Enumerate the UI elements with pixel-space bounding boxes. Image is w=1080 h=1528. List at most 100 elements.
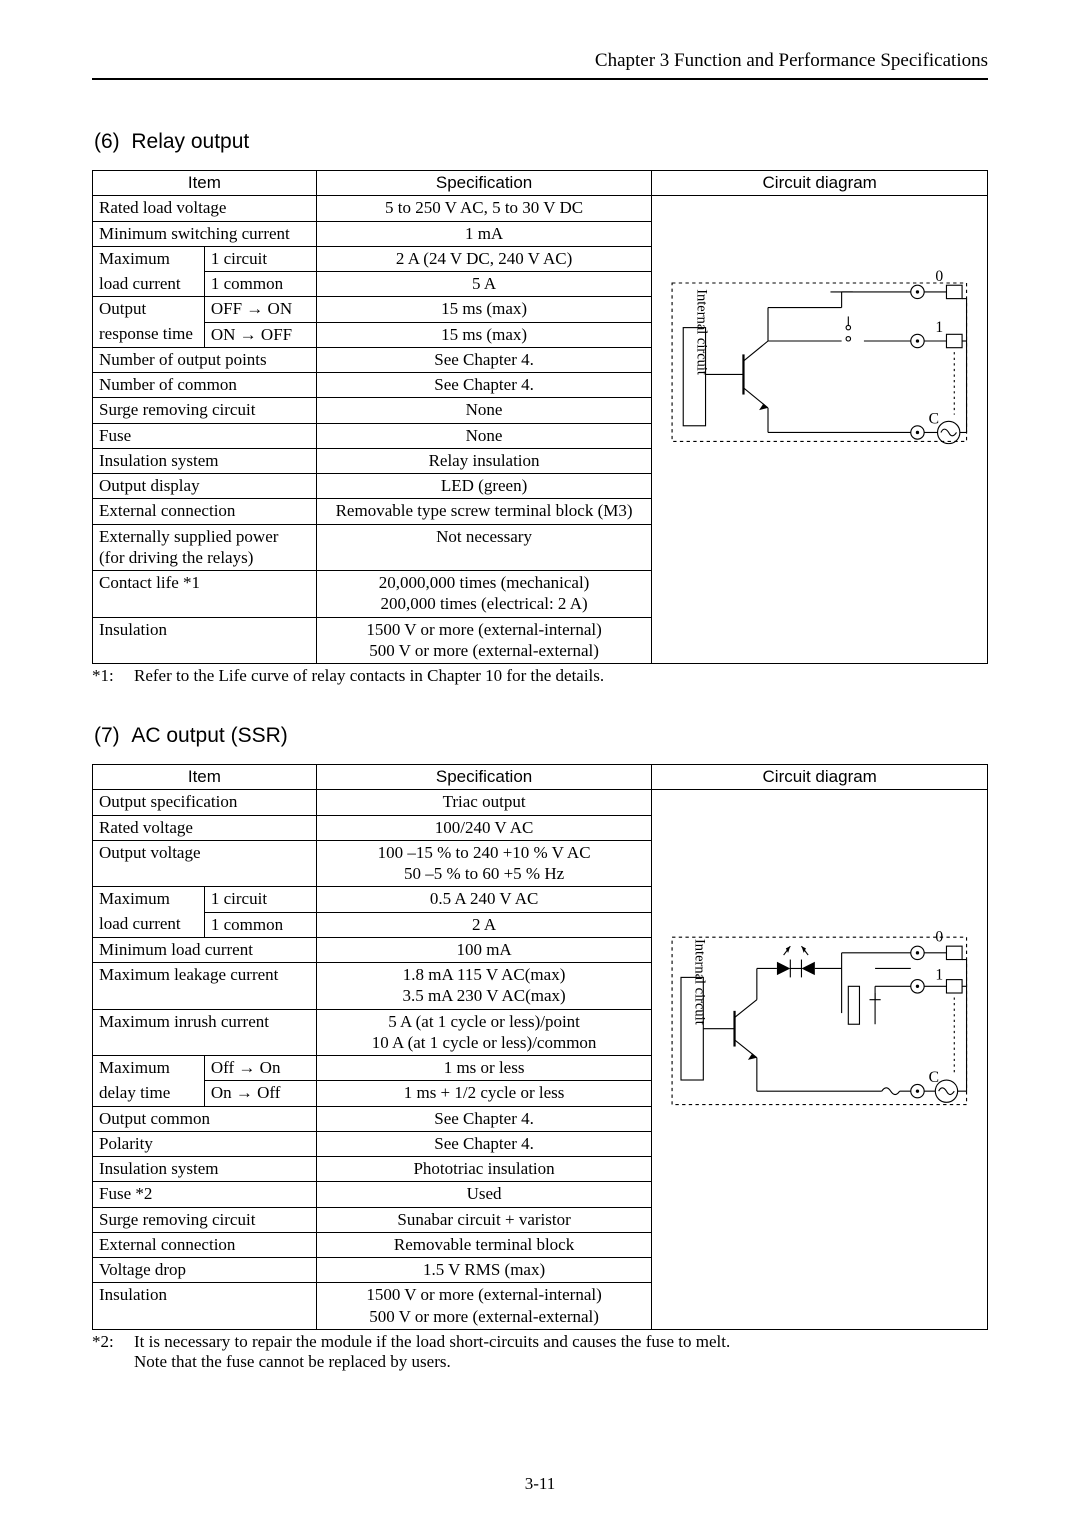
item-cell: Maximum inrush current [93, 1009, 317, 1056]
item-cell: Output [93, 297, 205, 322]
item-cell: load current [93, 272, 205, 297]
circuit-diagram-ssr: Internal circuit [652, 790, 988, 1330]
spec-cell: See Chapter 4. [316, 1106, 652, 1131]
item-sub-cell: 1 common [204, 912, 316, 937]
item-cell: Fuse *2 [93, 1182, 317, 1207]
section-title-relay: (6) Relay output [94, 130, 988, 154]
table-header-row: Item Specification Circuit diagram [93, 765, 988, 790]
ssr-circuit-svg: Internal circuit [652, 790, 987, 1281]
item-sub-cell: 1 circuit [204, 887, 316, 912]
item-sub-cell: 1 common [204, 272, 316, 297]
page-number: 3-11 [0, 1474, 1080, 1494]
item-cell: Number of output points [93, 347, 317, 372]
svg-text:Internal circuit: Internal circuit [694, 289, 710, 375]
ssr-table: Item Specification Circuit diagram Outpu… [92, 764, 988, 1330]
spec-cell: 1500 V or more (external-internal) 500 V… [316, 617, 652, 664]
footnote-text: It is necessary to repair the module if … [134, 1332, 988, 1372]
spec-cell: 1500 V or more (external-internal) 500 V… [316, 1283, 652, 1330]
spec-cell: LED (green) [316, 474, 652, 499]
spec-cell: 100 mA [316, 937, 652, 962]
th-diagram: Circuit diagram [652, 765, 988, 790]
spec-cell: None [316, 398, 652, 423]
spec-cell: Relay insulation [316, 448, 652, 473]
section-number: (6) [94, 130, 120, 153]
item-cell: Insulation [93, 617, 317, 664]
item-cell: External connection [93, 1232, 317, 1257]
spec-cell: 100/240 V AC [316, 815, 652, 840]
item-sub-cell: On → Off [204, 1081, 316, 1106]
item-cell: Rated voltage [93, 815, 317, 840]
footnote-relay: *1: Refer to the Life curve of relay con… [92, 666, 988, 686]
item-cell: Output display [93, 474, 317, 499]
item-cell: delay time [93, 1081, 205, 1106]
item-cell: Output voltage [93, 840, 317, 887]
item-cell: Fuse [93, 423, 317, 448]
chapter-header: Chapter 3 Function and Performance Speci… [92, 50, 988, 80]
item-cell: Maximum leakage current [93, 963, 317, 1010]
spec-cell: Not necessary [316, 524, 652, 571]
diag-label-0: 0 [936, 268, 944, 285]
th-spec: Specification [316, 171, 652, 196]
spec-cell: 1 ms or less [316, 1056, 652, 1081]
th-diagram: Circuit diagram [652, 171, 988, 196]
spec-cell: See Chapter 4. [316, 1131, 652, 1156]
spec-cell: Removable type screw terminal block (M3) [316, 499, 652, 524]
section-title-ssr: (7) AC output (SSR) [94, 724, 988, 748]
item-cell: load current [93, 912, 205, 937]
spec-cell: 2 A (24 V DC, 240 V AC) [316, 246, 652, 271]
th-item: Item [93, 171, 317, 196]
relay-table: Item Specification Circuit diagram Rated… [92, 170, 988, 664]
spec-cell: Used [316, 1182, 652, 1207]
spec-cell: 1.5 V RMS (max) [316, 1258, 652, 1283]
spec-cell: 1 ms + 1/2 cycle or less [316, 1081, 652, 1106]
item-sub-cell: OFF → ON [204, 297, 316, 322]
spec-cell: 5 A (at 1 cycle or less)/point 10 A (at … [316, 1009, 652, 1056]
item-sub-cell: 1 circuit [204, 246, 316, 271]
table-header-row: Item Specification Circuit diagram [93, 171, 988, 196]
item-cell: Contact life *1 [93, 571, 317, 618]
item-cell: Maximum [93, 246, 205, 271]
item-cell: Maximum [93, 1056, 205, 1081]
item-cell: Surge removing circuit [93, 398, 317, 423]
item-cell: Insulation [93, 1283, 317, 1330]
diag-label-c: C [929, 411, 939, 428]
svg-text:Internal circuit: Internal circuit [692, 939, 708, 1025]
circuit-diagram-relay: Internal circuit [652, 196, 988, 664]
spec-cell: 1 mA [316, 221, 652, 246]
item-cell: Surge removing circuit [93, 1207, 317, 1232]
footnote-ssr: *2: It is necessary to repair the module… [92, 1332, 988, 1372]
spec-cell: See Chapter 4. [316, 347, 652, 372]
spec-cell: 15 ms (max) [316, 322, 652, 347]
footnote-text: Refer to the Life curve of relay contact… [134, 666, 988, 686]
spec-cell: Sunabar circuit + varistor [316, 1207, 652, 1232]
page: Chapter 3 Function and Performance Speci… [0, 0, 1080, 1528]
spec-cell: Phototriac insulation [316, 1157, 652, 1182]
spec-cell: None [316, 423, 652, 448]
item-cell: Maximum [93, 887, 205, 912]
item-cell: Minimum switching current [93, 221, 317, 246]
item-cell: Externally supplied power (for driving t… [93, 524, 317, 571]
spec-cell: 20,000,000 times (mechanical) 200,000 ti… [316, 571, 652, 618]
item-cell: Voltage drop [93, 1258, 317, 1283]
diag-label-c: C [929, 1069, 939, 1086]
item-cell: Insulation system [93, 448, 317, 473]
item-sub-cell: ON → OFF [204, 322, 316, 347]
section-heading: AC output (SSR) [131, 724, 287, 747]
item-cell: Rated load voltage [93, 196, 317, 221]
spec-cell: 1.8 mA 115 V AC(max) 3.5 mA 230 V AC(max… [316, 963, 652, 1010]
spec-cell: See Chapter 4. [316, 373, 652, 398]
spec-cell: 15 ms (max) [316, 297, 652, 322]
spec-cell: Removable terminal block [316, 1232, 652, 1257]
th-item: Item [93, 765, 317, 790]
spec-cell: 0.5 A 240 V AC [316, 887, 652, 912]
diag-label-1: 1 [936, 319, 944, 336]
diag-label-0: 0 [936, 929, 944, 946]
section-heading: Relay output [131, 130, 249, 153]
chapter-title: Chapter 3 Function and Performance Speci… [595, 50, 988, 71]
footnote-mark: *1: [92, 666, 134, 686]
item-cell: Output specification [93, 790, 317, 815]
item-cell: Insulation system [93, 1157, 317, 1182]
spec-cell: Triac output [316, 790, 652, 815]
item-cell: Polarity [93, 1131, 317, 1156]
section-number: (7) [94, 724, 120, 747]
